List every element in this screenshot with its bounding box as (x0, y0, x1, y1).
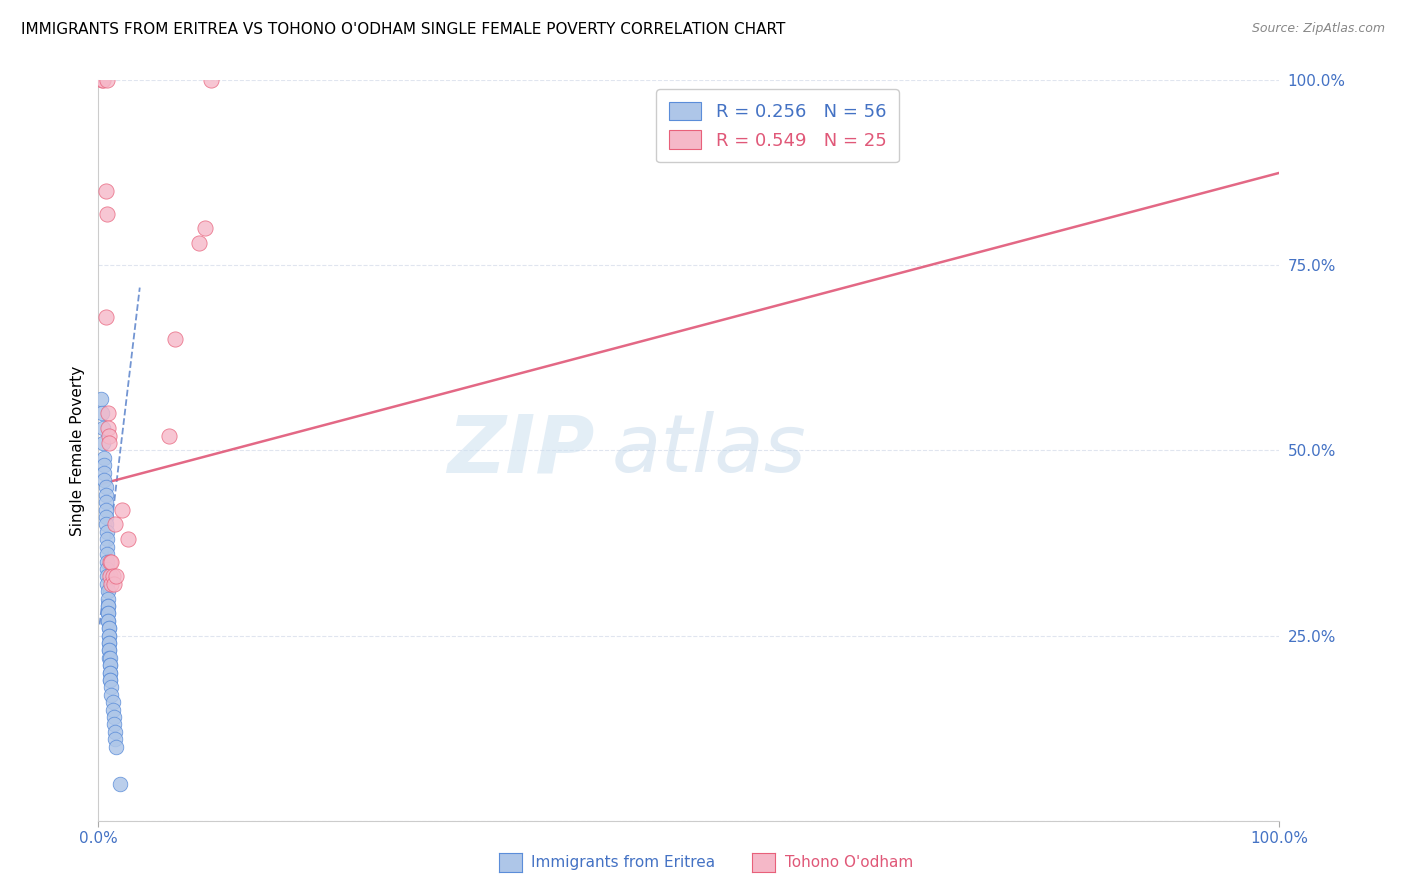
Point (98, 665, 121, 680)
Point (98, 428, 121, 442)
Point (165, 332, 187, 346)
Point (93, 473, 115, 487)
Text: atlas: atlas (612, 411, 807, 490)
Point (98, 665, 121, 680)
Point (97, 421, 120, 435)
Text: Tohono O'odham: Tohono O'odham (785, 855, 912, 870)
Point (93, 458, 115, 473)
Point (98, 621, 121, 635)
Point (93, 466, 115, 480)
Point (97, 607, 120, 621)
Point (105, 569, 128, 583)
Point (98, 650, 121, 665)
Point (187, 236, 209, 251)
Point (91, 421, 114, 435)
Point (98, 621, 121, 635)
Point (103, 576, 125, 591)
Point (97, 584, 120, 599)
Point (96, 555, 118, 569)
Point (108, 776, 131, 791)
Point (101, 703, 124, 717)
Point (96, 540, 118, 554)
Text: Immigrants from Eritrea: Immigrants from Eritrea (531, 855, 716, 870)
Point (111, 502, 134, 516)
Point (117, 533, 139, 547)
Point (101, 695, 124, 709)
Point (200, 73, 222, 87)
Point (94, 502, 117, 516)
Point (100, 576, 122, 591)
Point (97, 607, 120, 621)
Point (94, 310, 117, 325)
Y-axis label: Single Female Poverty: Single Female Poverty (70, 366, 86, 535)
Point (94, 517, 117, 532)
Point (91, 73, 114, 87)
Point (98, 569, 121, 583)
Point (104, 724, 127, 739)
Point (98, 643, 121, 657)
Point (94, 510, 117, 524)
Point (104, 517, 127, 532)
Point (94, 488, 117, 502)
Point (98, 636, 121, 650)
Point (100, 555, 122, 569)
Point (98, 650, 121, 665)
Point (90, 392, 112, 406)
Point (98, 628, 121, 642)
Point (94, 495, 117, 509)
Point (93, 450, 115, 465)
Point (96, 547, 118, 561)
Point (91, 407, 114, 421)
Point (98, 636, 121, 650)
Point (97, 614, 120, 628)
Point (94, 184, 117, 198)
Text: Source: ZipAtlas.com: Source: ZipAtlas.com (1251, 22, 1385, 36)
Point (98, 643, 121, 657)
Point (98, 628, 121, 642)
Point (97, 407, 120, 421)
Point (98, 436, 121, 450)
Point (97, 599, 120, 613)
Point (96, 576, 118, 591)
Point (194, 221, 217, 235)
Point (105, 739, 128, 754)
Legend: R = 0.256   N = 56, R = 0.549   N = 25: R = 0.256 N = 56, R = 0.549 N = 25 (657, 89, 898, 162)
Point (96, 524, 118, 539)
Point (97, 614, 120, 628)
Point (101, 569, 124, 583)
Point (100, 681, 122, 695)
Point (98, 673, 121, 687)
Point (91, 73, 114, 87)
Point (97, 591, 120, 606)
Point (104, 732, 127, 747)
Point (98, 673, 121, 687)
Point (96, 562, 118, 576)
Text: IMMIGRANTS FROM ERITREA VS TOHONO O'ODHAM SINGLE FEMALE POVERTY CORRELATION CHAR: IMMIGRANTS FROM ERITREA VS TOHONO O'ODHA… (21, 22, 786, 37)
Point (96, 73, 118, 87)
Point (96, 569, 118, 583)
Point (100, 688, 122, 702)
Point (94, 480, 117, 494)
Point (97, 599, 120, 613)
Point (96, 533, 118, 547)
Text: ZIP: ZIP (447, 411, 595, 490)
Point (98, 658, 121, 673)
Point (96, 206, 118, 220)
Point (98, 555, 121, 569)
Point (103, 717, 125, 731)
Point (98, 658, 121, 673)
Point (103, 710, 125, 724)
Point (91, 436, 114, 450)
Point (157, 428, 180, 442)
